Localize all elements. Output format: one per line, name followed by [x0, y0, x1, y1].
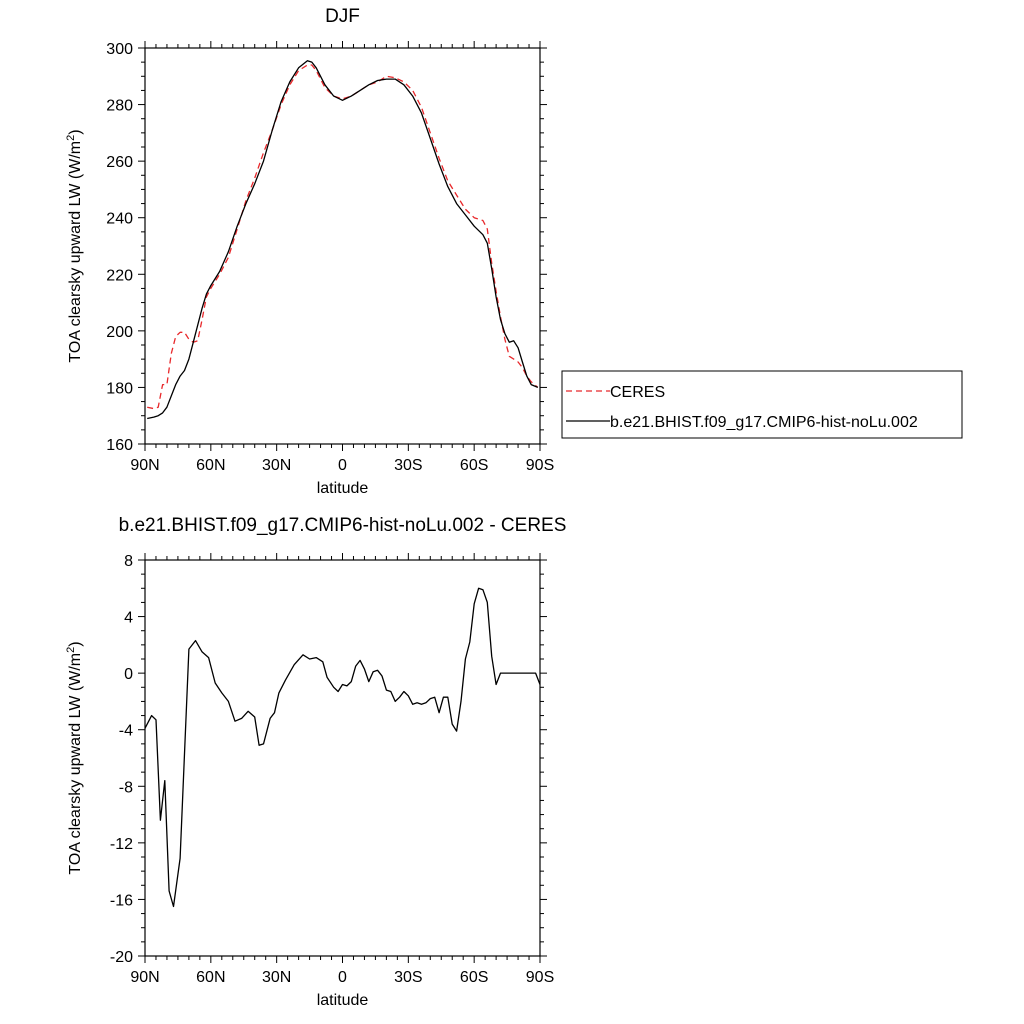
y-tick-label: 260 — [106, 154, 133, 171]
x-axis-label: latitude — [317, 992, 369, 1009]
x-tick-label: 30S — [394, 969, 422, 986]
bottom-panel: b.e21.BHIST.f09_g17.CMIP6-hist-noLu.002 … — [65, 515, 566, 1009]
y-tick-label: -4 — [119, 723, 133, 740]
x-tick-label: 60N — [196, 969, 225, 986]
y-tick-label: -12 — [110, 836, 133, 853]
y-tick-label: 0 — [124, 666, 133, 683]
x-tick-label: 90N — [130, 969, 159, 986]
x-tick-label: 60S — [460, 457, 488, 474]
x-tick-label: 30N — [262, 969, 291, 986]
x-tick-label: 60N — [196, 457, 225, 474]
legend-label: b.e21.BHIST.f09_g17.CMIP6-hist-noLu.002 — [610, 414, 918, 431]
ceres-series-line — [147, 64, 539, 410]
y-tick-label: -8 — [119, 779, 133, 796]
y-tick-label: 280 — [106, 98, 133, 115]
x-tick-label: 90S — [526, 969, 554, 986]
y-tick-label: 160 — [106, 437, 133, 454]
x-axis-label: latitude — [317, 480, 369, 497]
top-panel: DJF 90N 60N 30N 0 30S 60S 90S 160 180 200 220 240 260… — [65, 6, 554, 497]
x-tick-label: 0 — [338, 457, 347, 474]
y-tick-label: 200 — [106, 324, 133, 341]
legend-label: CERES — [610, 384, 665, 401]
y-axis-label: TOA clearsky upward LW (W/m2) — [65, 129, 84, 362]
plot-title: DJF — [325, 6, 360, 27]
x-tick-label: 90S — [526, 457, 554, 474]
x-tick-label: 90N — [130, 457, 159, 474]
y-tick-label: 220 — [106, 267, 133, 284]
y-tick-label: 240 — [106, 211, 133, 228]
y-tick-label: 300 — [106, 41, 133, 58]
y-axis-label: TOA clearsky upward LW (W/m2) — [65, 641, 84, 874]
y-tick-label: 8 — [124, 553, 133, 570]
legend-box — [561, 370, 963, 439]
y-tick-label: 4 — [124, 610, 133, 627]
model-series-line — [144, 587, 541, 908]
y-tick-label: -16 — [110, 892, 133, 909]
x-tick-label: 30N — [262, 457, 291, 474]
y-tick-label: -20 — [110, 949, 133, 966]
legend: CERES b.e21.BHIST.f09_g17.CMIP6-hist-noLu… — [561, 370, 963, 439]
model-series-line — [147, 60, 539, 420]
y-tick-label: 180 — [106, 380, 133, 397]
x-tick-label: 60S — [460, 969, 488, 986]
x-tick-label: 0 — [338, 969, 347, 986]
plot-title: b.e21.BHIST.f09_g17.CMIP6-hist-noLu.002 … — [119, 515, 567, 536]
plot-frame — [144, 559, 541, 957]
plot-frame — [144, 47, 541, 445]
x-tick-label: 30S — [394, 457, 422, 474]
